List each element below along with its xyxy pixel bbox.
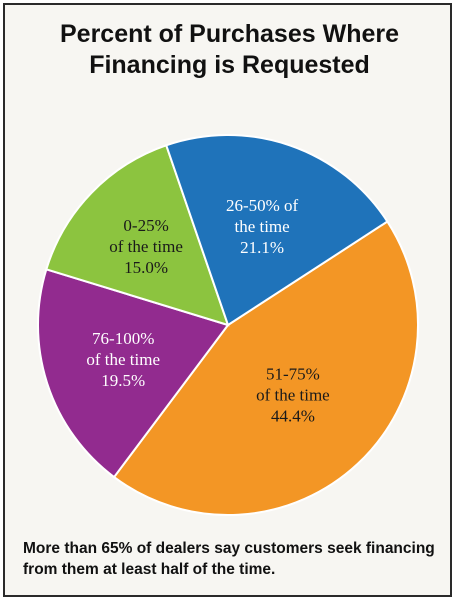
chart-card: Percent of Purchases Where Financing is … — [3, 3, 452, 597]
pie-slice-label-2: 0-25% of the time 15.0% — [109, 216, 183, 277]
pie-slice-label-line: 26-50% of — [226, 196, 299, 215]
pie-slice-label-3: 26-50% of the time 21.1% — [226, 196, 299, 257]
pie-slice-label-1: 76-100% of the time 19.5% — [86, 329, 160, 390]
pie-slice-label-line: of the time — [109, 237, 183, 256]
pie-slice-label-line: 76-100% — [92, 329, 154, 348]
pie-slice-label-line: 21.1% — [240, 238, 284, 257]
pie-slice-label-line: of the time — [86, 350, 160, 369]
pie-slice-label-line: 15.0% — [124, 258, 168, 277]
pie-slice-label-line: of the time — [256, 385, 330, 404]
pie-outline — [37, 134, 419, 516]
pie-slice-label-line: 44.4% — [271, 406, 315, 425]
pie-slice-label-0: 51-75% of the time 44.4% — [256, 364, 330, 425]
chart-caption: More than 65% of dealers say customers s… — [23, 540, 435, 578]
pie-slice-label-line: 19.5% — [101, 371, 145, 390]
pie-slice-label-line: 0-25% — [123, 216, 168, 235]
chart-title-line-2: Financing is Requested — [89, 51, 370, 79]
pie-slice-label-line: the time — [234, 217, 289, 236]
pie-chart: 51-75% of the time 44.4% 76-100% of the time… — [37, 134, 419, 516]
chart-title-line-1: Percent of Purchases Where — [59, 20, 399, 48]
pie-slice-label-line: 51-75% — [266, 364, 320, 383]
chart-title: Percent of Purchases Where Financing is … — [5, 19, 454, 81]
